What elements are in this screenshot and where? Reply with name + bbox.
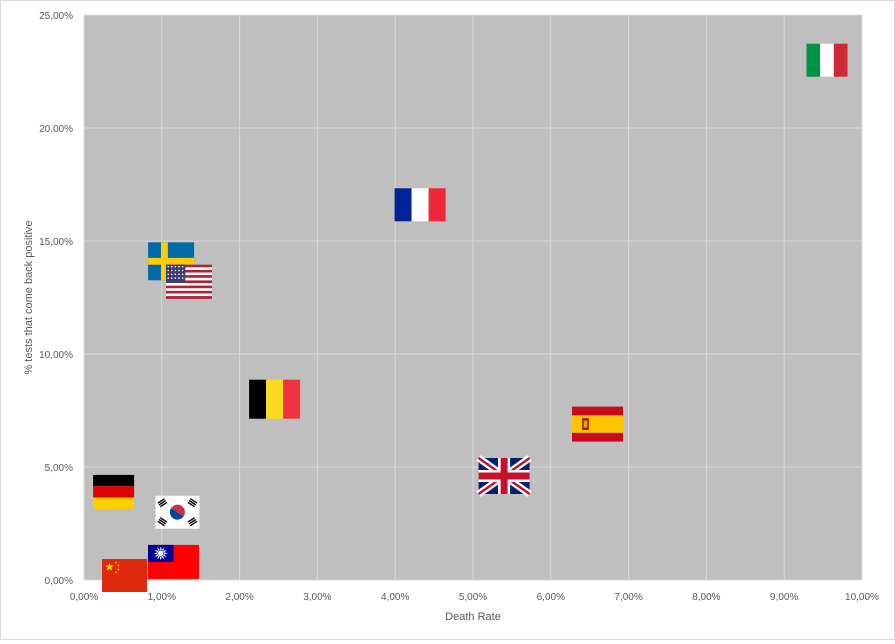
taiwan-flag [148, 544, 199, 579]
y-tick-label: 10,00% [39, 350, 73, 361]
spain-flag [572, 406, 623, 442]
y-tick-label: 0,00% [45, 576, 73, 587]
x-axis-title: Death Rate [445, 611, 501, 623]
belgium-flag [249, 379, 301, 419]
x-tick-label: 0,00% [70, 592, 98, 603]
y-tick-label: 20,00% [39, 124, 73, 135]
uk-flag [476, 455, 532, 497]
x-tick-label: 1,00% [148, 592, 176, 603]
x-tick-label: 2,00% [225, 592, 253, 603]
usa-flag [166, 264, 212, 299]
x-tick-label: 6,00% [537, 592, 565, 603]
china-flag [102, 559, 147, 592]
y-tick-label: 25,00% [39, 11, 73, 22]
x-tick-label: 5,00% [459, 592, 487, 603]
y-axis-title: % tests that come back positive [23, 220, 35, 374]
x-tick-label: 8,00% [692, 592, 720, 603]
y-tick-label: 5,00% [45, 463, 73, 474]
germany-flag [93, 474, 135, 509]
x-tick-label: 4,00% [381, 592, 409, 603]
x-tick-label: 7,00% [614, 592, 642, 603]
x-tick-label: 3,00% [303, 592, 331, 603]
y-tick-label: 15,00% [39, 237, 73, 248]
x-tick-label: 10,00% [845, 592, 879, 603]
south-korea-flag [155, 495, 200, 529]
x-tick-label: 9,00% [770, 592, 798, 603]
france-flag [394, 188, 446, 222]
italy-flag [806, 43, 848, 77]
